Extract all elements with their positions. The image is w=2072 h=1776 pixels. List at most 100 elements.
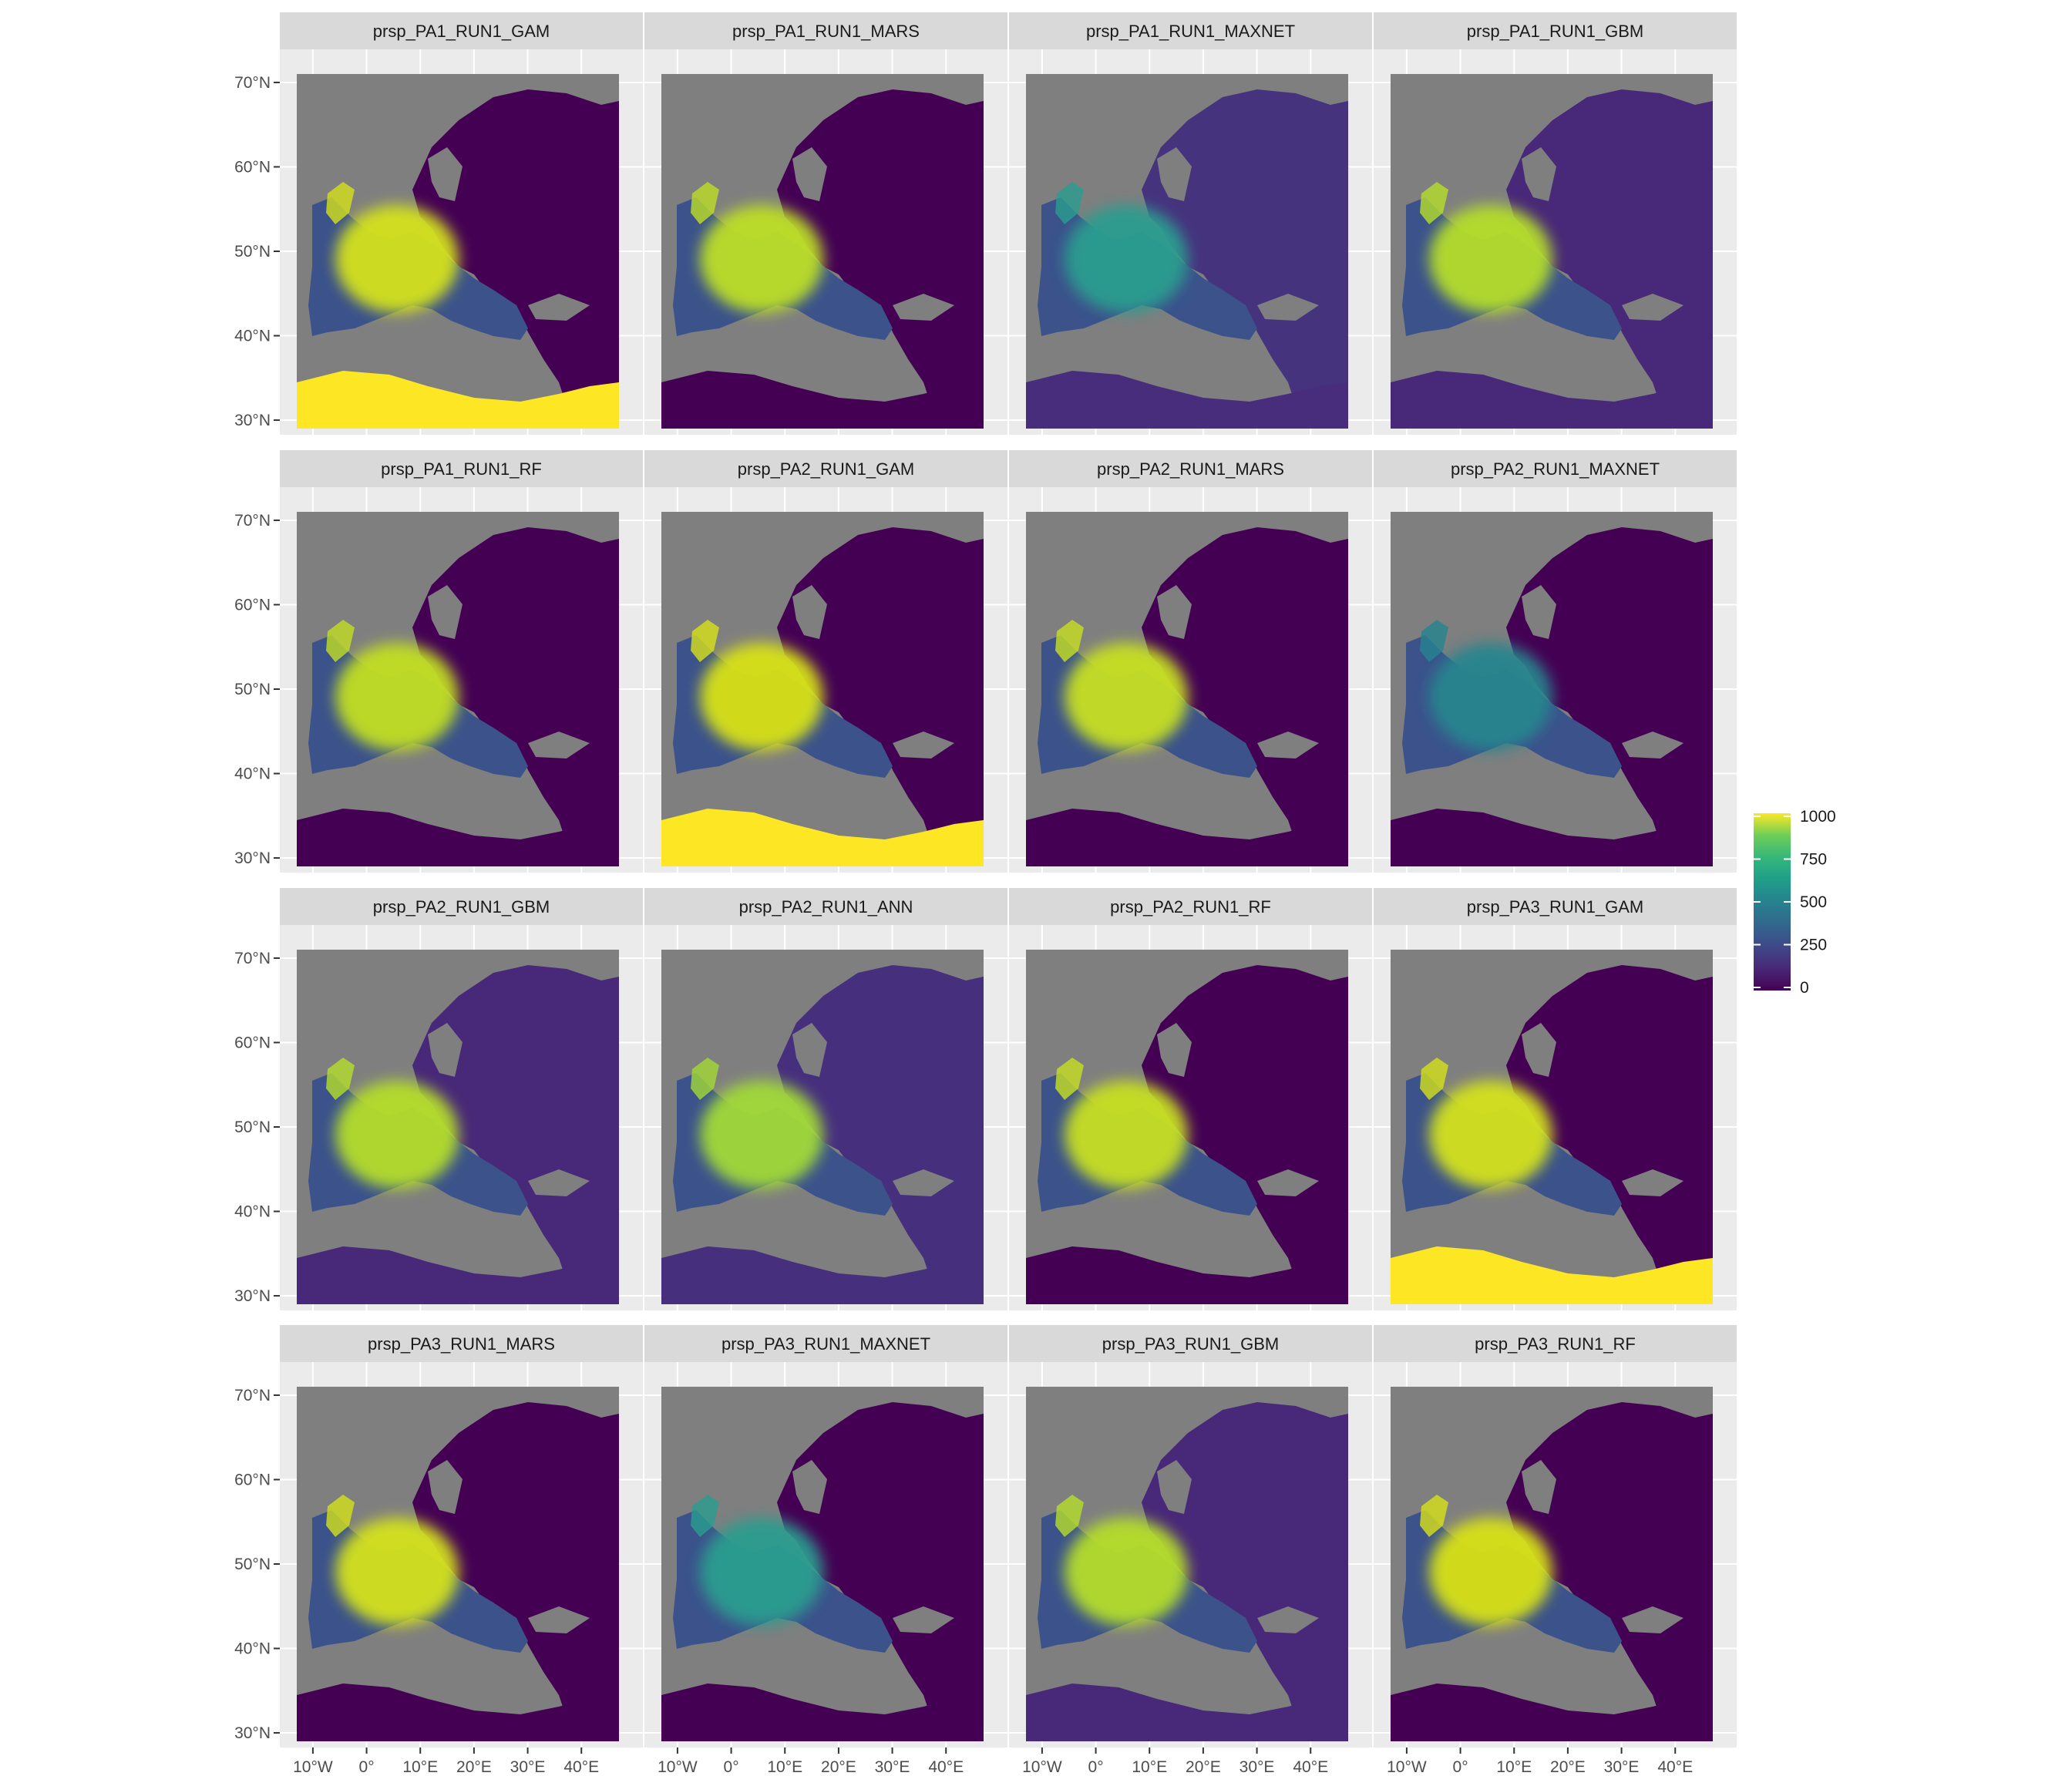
suitability-raster [661,950,984,1304]
high-suitability-zone [1065,643,1188,751]
baltic-sea [792,585,827,639]
high-suitability-zone [700,205,823,313]
facet-strip [1374,1325,1737,1362]
black-sea [1257,732,1319,758]
facet-title: prsp_PA1_RUN1_MARS [732,22,920,41]
suitability-raster [1026,512,1348,866]
baltic-sea [428,585,462,639]
x-tick-label: 20°E [456,1758,492,1776]
suitability-raster [1026,74,1348,429]
black-sea [1257,294,1319,321]
land-britain [1420,620,1448,662]
facet-strip [280,1325,643,1362]
high-suitability-zone [1429,205,1552,313]
land-africa [1391,1684,1713,1741]
baltic-sea [428,147,462,201]
facet-panel: prsp_PA2_RUN1_GAM [644,450,1007,873]
y-axis: 70°N 60°N 50°N 40°N 30°N [234,950,280,1305]
x-tick-label: 30°E [510,1758,546,1776]
black-sea [1622,1169,1684,1196]
y-axis: 70°N 60°N 50°N 40°N 30°N [234,74,280,429]
high-suitability-zone [335,1081,459,1189]
land-east [412,965,619,1304]
land-britain [691,620,719,662]
facet-title: prsp_PA3_RUN1_MAXNET [722,1334,930,1354]
facet-panel: prsp_PA1_RUN1_GAM 70°N 60°N 50°N 40°N 30°N [234,12,643,435]
x-tick-label: 0° [1088,1758,1104,1776]
legend-label: 1000 [1800,808,1836,826]
x-tick-label: 40°E [1657,1758,1693,1776]
x-tick-label: 10°W [1387,1758,1427,1776]
facet-panel: prsp_PA3_RUN1_MAXNET 10°W 0° 10°E 20°E 30°E 40… [644,1325,1007,1776]
facet-strip [1009,888,1372,925]
facet-title: prsp_PA2_RUN1_ANN [739,897,913,917]
suitability-raster [1026,950,1348,1304]
y-tick-label: 60°N [234,1034,271,1051]
facet-strip [1009,450,1372,487]
y-tick-label: 70°N [234,1387,271,1404]
facet-panel: prsp_PA2_RUN1_MARS [1009,450,1372,873]
land-britain [1420,1058,1448,1100]
land-africa [661,1246,984,1304]
facet-panel: prsp_PA3_RUN1_RF 10°W 0° 10°E 20°E 30°E 40°E [1374,1325,1737,1776]
land-east [1142,527,1348,866]
x-axis: 10°W 0° 10°E 20°E 30°E 40°E [1022,1747,1328,1776]
facet-title: prsp_PA2_RUN1_RF [1110,897,1271,917]
high-suitability-zone [1065,1518,1188,1626]
facet-title: prsp_PA2_RUN1_MARS [1097,459,1284,479]
x-tick-label: 10°E [1496,1758,1532,1776]
high-suitability-zone [1429,643,1552,751]
land-east [1142,1402,1348,1741]
facet-title: prsp_PA2_RUN1_GAM [738,459,914,479]
high-suitability-zone [1065,1081,1188,1189]
land-east [777,527,984,866]
land-africa [1026,1684,1348,1741]
x-tick-label: 0° [1453,1758,1468,1776]
land-east [1142,965,1348,1304]
legend-label: 750 [1800,851,1827,869]
land-britain [1055,1058,1084,1100]
y-tick-label: 70°N [234,512,271,530]
land-britain [1420,182,1448,224]
y-tick-label: 40°N [234,765,271,783]
facet-title: prsp_PA3_RUN1_GAM [1467,897,1643,917]
suitability-raster [1391,950,1713,1304]
legend-label: 0 [1800,979,1809,997]
y-tick-label: 30°N [234,412,271,429]
y-tick-label: 50°N [234,681,271,698]
baltic-sea [792,147,827,201]
facet-strip [280,450,643,487]
facet-panel: prsp_PA1_RUN1_GBM [1374,12,1737,435]
x-tick-label: 0° [724,1758,739,1776]
black-sea [528,294,590,321]
suitability-raster [297,74,619,429]
land-africa [297,1684,619,1741]
y-tick-label: 50°N [234,243,271,261]
black-sea [528,732,590,758]
suitability-raster [661,74,984,429]
y-tick-label: 40°N [234,1203,271,1221]
facet-title: prsp_PA1_RUN1_GAM [373,22,550,41]
high-suitability-zone [1429,1081,1552,1189]
x-tick-label: 10°W [1022,1758,1062,1776]
facet-panel: prsp_PA1_RUN1_MAXNET [1009,12,1372,435]
land-africa [297,371,619,429]
land-east [1506,89,1713,429]
black-sea [893,294,954,321]
facet-title: prsp_PA2_RUN1_MAXNET [1451,459,1660,479]
y-tick-label: 50°N [234,1118,271,1136]
land-east [777,1402,984,1741]
suitability-raster [661,1387,984,1741]
y-tick-label: 70°N [234,950,271,967]
land-africa [297,1246,619,1304]
baltic-sea [428,1460,462,1514]
legend-label: 250 [1800,937,1827,954]
high-suitability-zone [335,1518,459,1626]
facet-title: prsp_PA2_RUN1_GBM [373,897,550,917]
facet-strip [644,888,1007,925]
x-axis: 10°W 0° 10°E 20°E 30°E 40°E [658,1747,964,1776]
x-tick-label: 40°E [563,1758,599,1776]
high-suitability-zone [700,643,823,751]
suitability-raster [661,512,984,866]
